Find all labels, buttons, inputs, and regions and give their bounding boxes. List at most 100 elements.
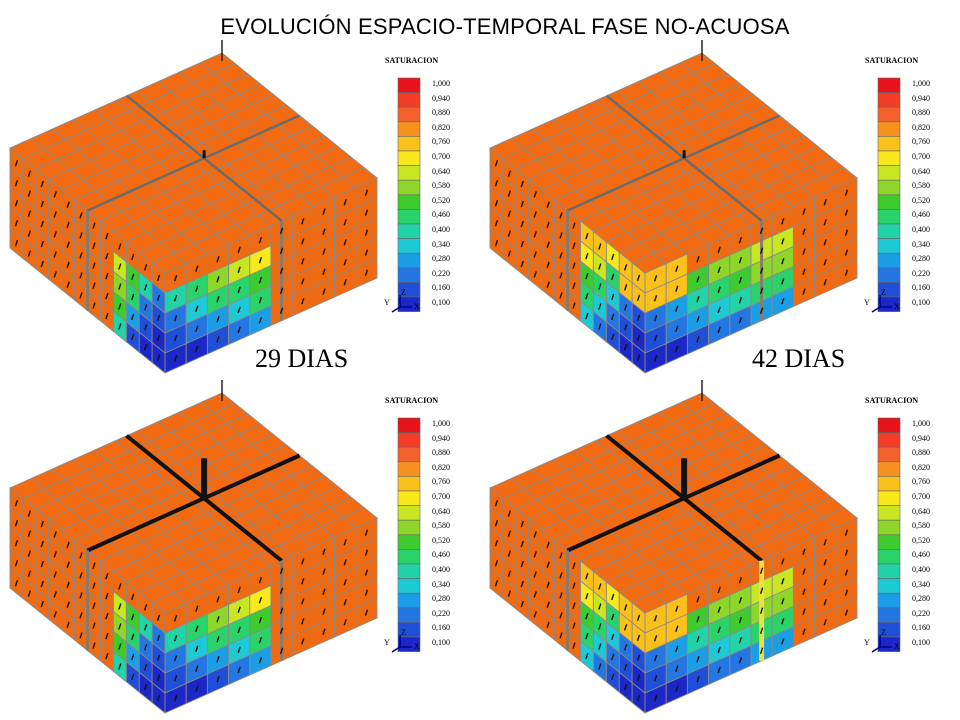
velocity-arrow [559,612,563,619]
legend-value: 0,940 [432,93,450,103]
velocity-arrow [623,264,628,271]
velocity-arrow [92,562,96,569]
velocity-arrow [738,597,743,604]
velocity-arrow [173,655,178,662]
legend-swatch [397,549,421,565]
legend-value: 0,640 [432,506,450,516]
velocity-arrow [131,293,135,301]
velocity-arrow [343,619,347,626]
velocity-arrow [301,618,305,625]
legend-swatch [397,77,421,93]
velocity-arrow [781,638,785,645]
legend-value: 0,940 [912,433,930,443]
velocity-arrow [507,550,512,557]
legend-swatch [877,534,901,550]
velocity-arrow [156,294,161,302]
velocity-arrow [823,599,827,606]
legend-swatch [877,252,901,269]
legend-swatch [877,446,901,463]
velocity-arrow [559,572,563,579]
velocity-arrow [364,229,369,236]
velocity-arrow [781,238,785,245]
velocity-arrow [546,561,550,569]
velocity-arrow [322,568,326,575]
velocity-arrow [131,333,135,341]
velocity-arrow [53,251,57,258]
velocity-arrow [79,292,83,299]
velocity-arrow [759,567,764,574]
fracture-line [86,114,301,212]
legend-swatch [397,106,421,123]
legend-swatch [397,490,421,506]
velocity-arrow [237,666,241,673]
velocity-arrow [143,604,148,611]
velocity-arrow [279,227,284,234]
velocity-arrow [118,303,122,310]
velocity-arrow [343,259,347,266]
velocity-arrow [653,695,658,702]
legend-swatch [397,296,421,312]
velocity-arrow [143,324,148,331]
velocity-arrow [802,548,806,555]
velocity-arrow [279,647,284,654]
velocity-arrow [611,333,615,341]
legend-value: 0,700 [432,492,450,501]
velocity-arrow [40,580,44,588]
legend-value: 1,000 [432,419,450,428]
velocity-arrow [66,261,70,269]
velocity-arrow [118,243,122,250]
velocity-arrow [237,286,241,293]
velocity-arrow [131,653,135,661]
velocity-arrow [156,634,161,642]
velocity-arrow [653,315,658,322]
legend-value: 0,520 [432,195,450,205]
velocity-arrow [53,271,57,278]
velocity-arrow [322,608,326,615]
velocity-arrow [27,550,32,557]
velocity-arrow [520,580,524,588]
axis-label-y: Y [864,298,870,307]
legend-value: 0,940 [912,93,930,103]
velocity-arrow [636,314,641,322]
velocity-arrow [802,568,806,575]
saturation-legend [397,417,421,652]
velocity-arrow [520,220,524,228]
velocity-arrow [173,335,178,342]
velocity-arrow [14,219,19,227]
velocity-arrow [195,665,199,672]
legend-swatch [397,563,421,579]
velocity-arrow [14,579,19,587]
velocity-arrow [598,643,602,650]
legend-value: 0,160 [432,283,450,293]
velocity-arrow [738,657,743,664]
velocity-arrow [546,621,550,629]
velocity-arrow [92,222,96,229]
velocity-arrow [237,326,241,333]
legend-value: 0,820 [432,122,450,132]
velocity-arrow [623,664,628,671]
velocity-arrow [611,273,615,281]
velocity-arrow [27,530,32,537]
velocity-arrow [322,228,326,235]
velocity-arrow [598,243,602,250]
legend-value: 0,100 [912,298,930,307]
velocity-arrow [717,326,721,333]
velocity-arrow [585,592,589,600]
velocity-arrow [696,616,700,623]
velocity-arrow [92,602,96,609]
velocity-arrow [507,210,512,217]
velocity-arrow [92,282,96,289]
velocity-arrow [216,316,220,323]
velocity-arrow [301,298,305,305]
velocity-arrow [802,268,806,275]
velocity-arrow [559,212,563,219]
velocity-arrow [66,541,70,549]
legend-value: 0,340 [432,579,450,589]
legend-swatch [877,490,901,506]
block-model [489,40,901,374]
velocity-arrow [802,608,806,615]
velocity-arrow [802,628,806,635]
velocity-arrow [546,581,550,589]
velocity-arrow [216,676,220,683]
velocity-arrow [66,281,70,289]
